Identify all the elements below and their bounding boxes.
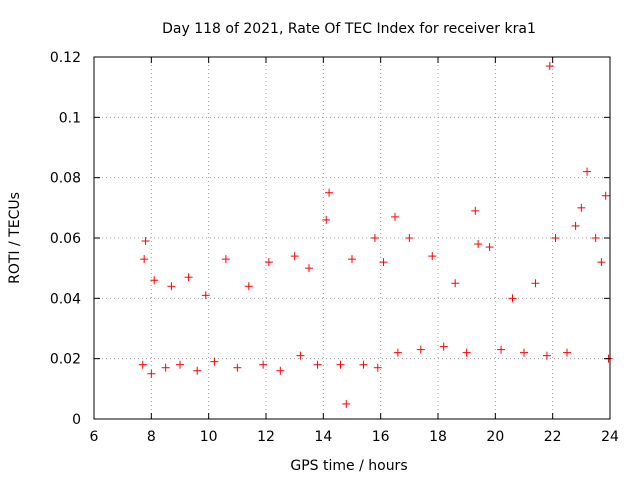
data-point <box>405 234 414 242</box>
data-point <box>439 342 448 351</box>
data-point <box>497 345 506 354</box>
data-point <box>545 62 554 71</box>
data-point <box>583 167 592 176</box>
data-point <box>542 351 551 360</box>
y-tick-label: 0.06 <box>50 231 81 247</box>
data-point <box>471 206 480 215</box>
y-tick-label: 0.12 <box>50 50 81 66</box>
y-tick-label: 0 <box>72 412 81 428</box>
x-tick-label: 24 <box>601 429 619 445</box>
y-axis-label: ROTI / TECUs <box>7 192 23 284</box>
data-point <box>563 348 571 357</box>
data-point <box>370 234 379 242</box>
data-point <box>193 366 202 375</box>
data-point <box>167 282 176 291</box>
x-tick-label: 8 <box>147 429 156 445</box>
y-tick-label: 0.08 <box>50 171 81 187</box>
data-point <box>520 348 528 357</box>
plot-frame <box>93 56 611 420</box>
data-point <box>428 252 437 261</box>
axis-ticks: 6 8 10 12 14 16 18 20 22 24 0 0.02 0.04 0.06 0.08 0.1 0.… <box>50 50 619 445</box>
x-tick-label: 14 <box>314 429 332 445</box>
data-point <box>336 360 345 369</box>
data-point <box>508 294 517 303</box>
grid-lines <box>94 57 610 419</box>
x-tick-label: 10 <box>200 429 218 445</box>
data-point <box>551 234 560 242</box>
y-tick-label: 0.02 <box>50 352 81 368</box>
data-point <box>161 363 170 372</box>
data-point <box>259 360 268 369</box>
x-tick-label: 20 <box>486 429 504 445</box>
data-point <box>264 258 273 267</box>
data-point <box>571 221 580 230</box>
x-axis-label: GPS time / hours <box>290 458 407 474</box>
data-point <box>184 273 193 282</box>
y-tick-label: 0.1 <box>59 110 81 126</box>
data-point <box>244 282 253 291</box>
data-point <box>391 212 399 221</box>
data-point <box>290 252 299 261</box>
data-point <box>201 291 210 300</box>
data-point <box>296 351 305 360</box>
data-point <box>462 348 471 357</box>
data-point <box>601 191 610 200</box>
data-point <box>597 258 606 267</box>
data-point <box>140 255 149 264</box>
data-point <box>325 188 334 197</box>
data-point <box>276 366 285 375</box>
data-point <box>485 243 494 252</box>
data-point <box>531 279 540 288</box>
data-point <box>322 215 331 224</box>
data-point <box>141 237 150 246</box>
data-point <box>342 399 351 408</box>
data-point <box>233 363 242 372</box>
x-tick-label: 6 <box>90 429 99 445</box>
data-point <box>577 203 586 212</box>
y-tick-label: 0.04 <box>50 291 81 307</box>
x-tick-label: 18 <box>429 429 447 445</box>
data-point <box>416 345 425 354</box>
data-point <box>147 369 156 378</box>
data-point <box>176 360 184 369</box>
data-point <box>373 363 382 372</box>
data-point <box>379 258 388 267</box>
chart-title: Day 118 of 2021, Rate Of TEC Index for r… <box>162 21 536 37</box>
data-points <box>138 62 613 408</box>
data-point <box>451 279 460 288</box>
data-point <box>305 264 313 273</box>
data-point <box>591 234 600 242</box>
x-tick-label: 22 <box>544 429 562 445</box>
data-point <box>313 360 322 369</box>
data-point <box>210 357 219 366</box>
data-point <box>474 240 483 249</box>
x-tick-label: 12 <box>257 429 275 445</box>
x-tick-label: 16 <box>372 429 390 445</box>
data-point <box>138 360 147 369</box>
data-point <box>221 255 230 264</box>
data-point <box>393 348 402 357</box>
data-point <box>150 276 159 285</box>
data-point <box>359 360 368 369</box>
data-point <box>348 255 356 264</box>
